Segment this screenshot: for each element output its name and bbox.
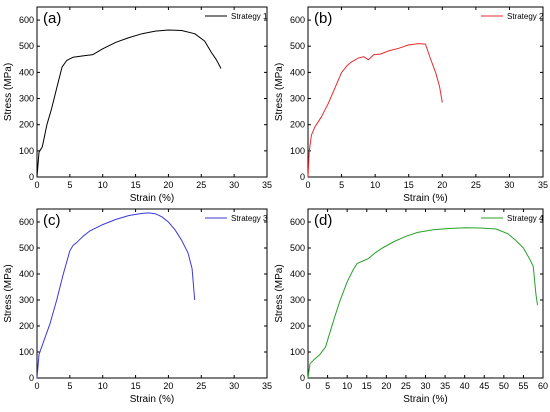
panel-c: 0 5 10 15 20 25 30 35 0 100 200 300 400 500 600 Strain …	[3, 208, 272, 405]
y-axis-label: Stress (MPa)	[3, 63, 14, 121]
y-axis-label: Stress (MPa)	[3, 264, 14, 322]
x-tick-label: 5	[67, 381, 72, 391]
y-tick-label: 300	[19, 295, 34, 305]
x-tick-label: 10	[342, 381, 352, 391]
panel-d: 0 5 10 15 20 25 30 35 40 45 50 55 600100200300400500…	[274, 208, 548, 405]
y-tick-label: 600	[19, 15, 34, 25]
legend-label: Strategy 3	[231, 214, 268, 223]
y-axis-label: Stress (MPa)	[274, 264, 285, 322]
legend-label: Strategy 4	[507, 214, 544, 223]
x-tick-label: 55	[518, 381, 528, 391]
legend-label: Strategy 1	[231, 12, 268, 21]
y-tick-label: 0	[29, 373, 34, 383]
x-tick-label: 5	[325, 381, 330, 391]
x-tick-label: 35	[262, 180, 272, 190]
x-tick-label: 45	[479, 381, 489, 391]
y-tick-label: 400	[19, 67, 34, 77]
y-tick-label: 600	[19, 217, 34, 227]
x-tick-label: 0	[305, 180, 310, 190]
y-axis-label: Stress (MPa)	[274, 63, 285, 121]
x-tick-label: 25	[196, 180, 206, 190]
x-tick-label: 0	[34, 381, 39, 391]
x-axis-label: Strain (%)	[130, 394, 174, 405]
panel-label: (b)	[314, 10, 332, 27]
y-tick-label: 200	[19, 120, 34, 130]
plot-frame	[36, 6, 268, 178]
x-tick-label: 15	[362, 381, 372, 391]
x-tick-label: 20	[437, 180, 447, 190]
x-tick-label: 30	[420, 381, 430, 391]
x-tick-label: 25	[471, 180, 481, 190]
x-tick-label: 35	[538, 180, 548, 190]
x-axis-label: Strain (%)	[130, 193, 174, 204]
series-line-1	[307, 227, 538, 379]
y-tick-label: 200	[290, 120, 305, 130]
x-axis-label: Strain (%)	[403, 193, 447, 204]
x-tick-label: 25	[401, 381, 411, 391]
x-tick-label: 20	[381, 381, 391, 391]
y-tick-label: 0	[29, 172, 34, 182]
x-tick-label: 5	[339, 180, 344, 190]
y-tick-label: 100	[19, 146, 34, 156]
y-tick-label: 0	[300, 373, 305, 383]
series-line-1	[36, 29, 222, 178]
y-tick-label: 400	[290, 269, 305, 279]
x-tick-label: 20	[163, 180, 173, 190]
legend-label: Strategy 2	[507, 12, 544, 21]
plot-frame	[307, 6, 544, 178]
y-tick-label: 500	[19, 243, 34, 253]
y-tick-label: 300	[290, 94, 305, 104]
y-tick-label: 600	[290, 217, 305, 227]
y-tick-label: 400	[19, 269, 34, 279]
x-tick-label: 20	[163, 381, 173, 391]
y-tick-label: 100	[290, 146, 305, 156]
panel-label: (c)	[43, 212, 61, 229]
x-tick-label: 0	[34, 180, 39, 190]
panel-label: (d)	[314, 212, 332, 229]
plot-frame	[36, 208, 268, 379]
y-tick-label: 400	[290, 67, 305, 77]
y-tick-label: 200	[19, 321, 34, 331]
series-line-1	[307, 43, 443, 178]
x-tick-label: 25	[196, 381, 206, 391]
x-tick-label: 10	[98, 180, 108, 190]
y-tick-label: 500	[19, 41, 34, 51]
x-tick-label: 15	[131, 381, 141, 391]
series-line-1	[36, 212, 196, 379]
x-tick-label: 35	[440, 381, 450, 391]
y-tick-label: 100	[290, 347, 305, 357]
x-tick-label: 10	[370, 180, 380, 190]
x-tick-label: 0	[305, 381, 310, 391]
x-tick-label: 15	[131, 180, 141, 190]
x-tick-label: 5	[67, 180, 72, 190]
panel-b: 0 5 10 15 20 25 30 35 0 100 200 300 400 500 600 Strain …	[274, 6, 548, 204]
y-tick-label: 600	[290, 15, 305, 25]
y-tick-label: 500	[290, 41, 305, 51]
y-tick-label: 200	[290, 321, 305, 331]
y-tick-label: 500	[290, 243, 305, 253]
x-tick-label: 30	[229, 180, 239, 190]
x-tick-label: 40	[460, 381, 470, 391]
y-tick-label: 300	[290, 295, 305, 305]
x-axis-label: Strain (%)	[403, 394, 447, 405]
y-tick-label: 0	[300, 172, 305, 182]
x-tick-label: 30	[229, 381, 239, 391]
x-tick-label: 60	[538, 381, 548, 391]
panel-label: (a)	[43, 10, 61, 27]
x-tick-label: 15	[404, 180, 414, 190]
x-tick-label: 50	[499, 381, 509, 391]
y-tick-label: 100	[19, 347, 34, 357]
x-tick-label: 30	[504, 180, 514, 190]
x-tick-label: 35	[262, 381, 272, 391]
x-tick-label: 10	[98, 381, 108, 391]
panel-a: 0 5 10 15 20 25 30 35 0 100 200 300 400 500 600 Strain …	[3, 6, 272, 204]
y-tick-label: 300	[19, 94, 34, 104]
